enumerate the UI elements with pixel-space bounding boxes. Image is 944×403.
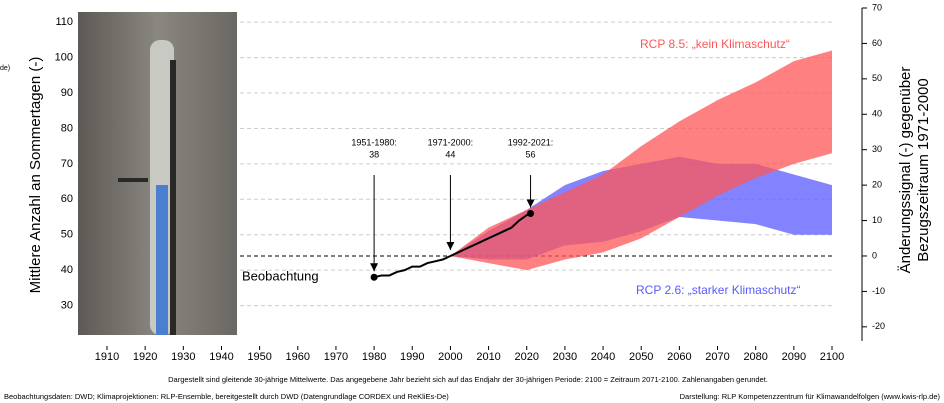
- y2-label: Änderungssignal (-) gegenüber: [897, 67, 914, 274]
- x-tick-label: 2080: [743, 351, 767, 363]
- y2-tick-label: 70: [872, 2, 882, 12]
- x-tick-label: 2060: [667, 351, 691, 363]
- arrow-head: [526, 199, 535, 208]
- x-tick-label: 1910: [95, 351, 119, 363]
- annotation-label: 1971-2000:: [428, 137, 474, 147]
- y2-tick-label: 60: [872, 38, 882, 48]
- endpoint: [527, 209, 535, 217]
- arrow-head: [446, 241, 455, 250]
- x-tick-label: 1990: [400, 351, 424, 363]
- annotation-value: 56: [526, 149, 536, 159]
- y-tick-label: 110: [55, 16, 73, 28]
- annotation-value: 44: [445, 149, 455, 159]
- y-tick-label: 70: [61, 158, 73, 170]
- annotation-label: 1951-1980:: [351, 137, 397, 147]
- x-tick-label: 1980: [362, 351, 386, 363]
- x-tick-label: 1930: [171, 351, 195, 363]
- x-tick-label: 2010: [476, 351, 500, 363]
- x-tick-label: 2020: [514, 351, 538, 363]
- source: Darstellung: RLP Kompetenzzentrum für Kl…: [680, 392, 941, 401]
- y-tick-label: 50: [61, 229, 73, 241]
- footnote: Dargestellt sind gleitende 30-jährige Mi…: [168, 375, 768, 384]
- y2-tick-label: -10: [872, 286, 885, 296]
- x-tick-label: 2040: [591, 351, 615, 363]
- x-tick-label: 2030: [553, 351, 577, 363]
- legend-label: RCP 8.5: „kein Klimaschutz“: [640, 37, 790, 51]
- observation-line: [373, 212, 531, 279]
- legend-label: RCP 2.6: „starker Klimaschutz“: [636, 283, 801, 297]
- y2-tick-label: 10: [872, 215, 882, 225]
- y2-tick-label: 50: [872, 73, 882, 83]
- y2-tick-label: 40: [872, 109, 882, 119]
- annotation-label: 1992-2021:: [508, 137, 554, 147]
- x-tick-label: 2100: [820, 351, 844, 363]
- x-tick-label: 2000: [438, 351, 462, 363]
- x-tick-label: 1920: [133, 351, 157, 363]
- arrow-head: [370, 263, 379, 272]
- series-label: Beobachtung: [242, 269, 319, 284]
- band: [450, 50, 832, 271]
- endpoint: [370, 273, 378, 281]
- y2-tick-label: -20: [872, 321, 885, 331]
- y-tick-label: 60: [61, 193, 73, 205]
- y2-tick-label: 30: [872, 144, 882, 154]
- y-tick-label: 90: [61, 87, 73, 99]
- x-tick-label: 1970: [324, 351, 348, 363]
- y-tick-label: 80: [61, 122, 73, 134]
- x-tick-label: 2090: [782, 351, 806, 363]
- annotation-value: 38: [369, 149, 379, 159]
- y2-tick-label: 0: [872, 250, 877, 260]
- y2-tick-label: 20: [872, 180, 882, 190]
- y-tick-label: 30: [61, 299, 73, 311]
- source: Beobachtungsdaten: DWD; Klimaprojektione…: [4, 392, 449, 401]
- y-tick-label: 100: [55, 52, 73, 64]
- thermometer-photo: [78, 12, 237, 335]
- x-tick-label: 1940: [209, 351, 233, 363]
- x-tick-label: 2070: [705, 351, 729, 363]
- y2-label: Bezugszeitraum 1971-2000: [915, 78, 932, 261]
- x-tick-label: 1960: [286, 351, 310, 363]
- x-tick-label: 2050: [629, 351, 653, 363]
- cropped-label: de): [0, 65, 10, 72]
- y-label: Mittlere Anzahl an Sommertagen (-): [27, 57, 44, 294]
- y-tick-label: 40: [61, 264, 73, 276]
- x-tick-label: 1950: [247, 351, 271, 363]
